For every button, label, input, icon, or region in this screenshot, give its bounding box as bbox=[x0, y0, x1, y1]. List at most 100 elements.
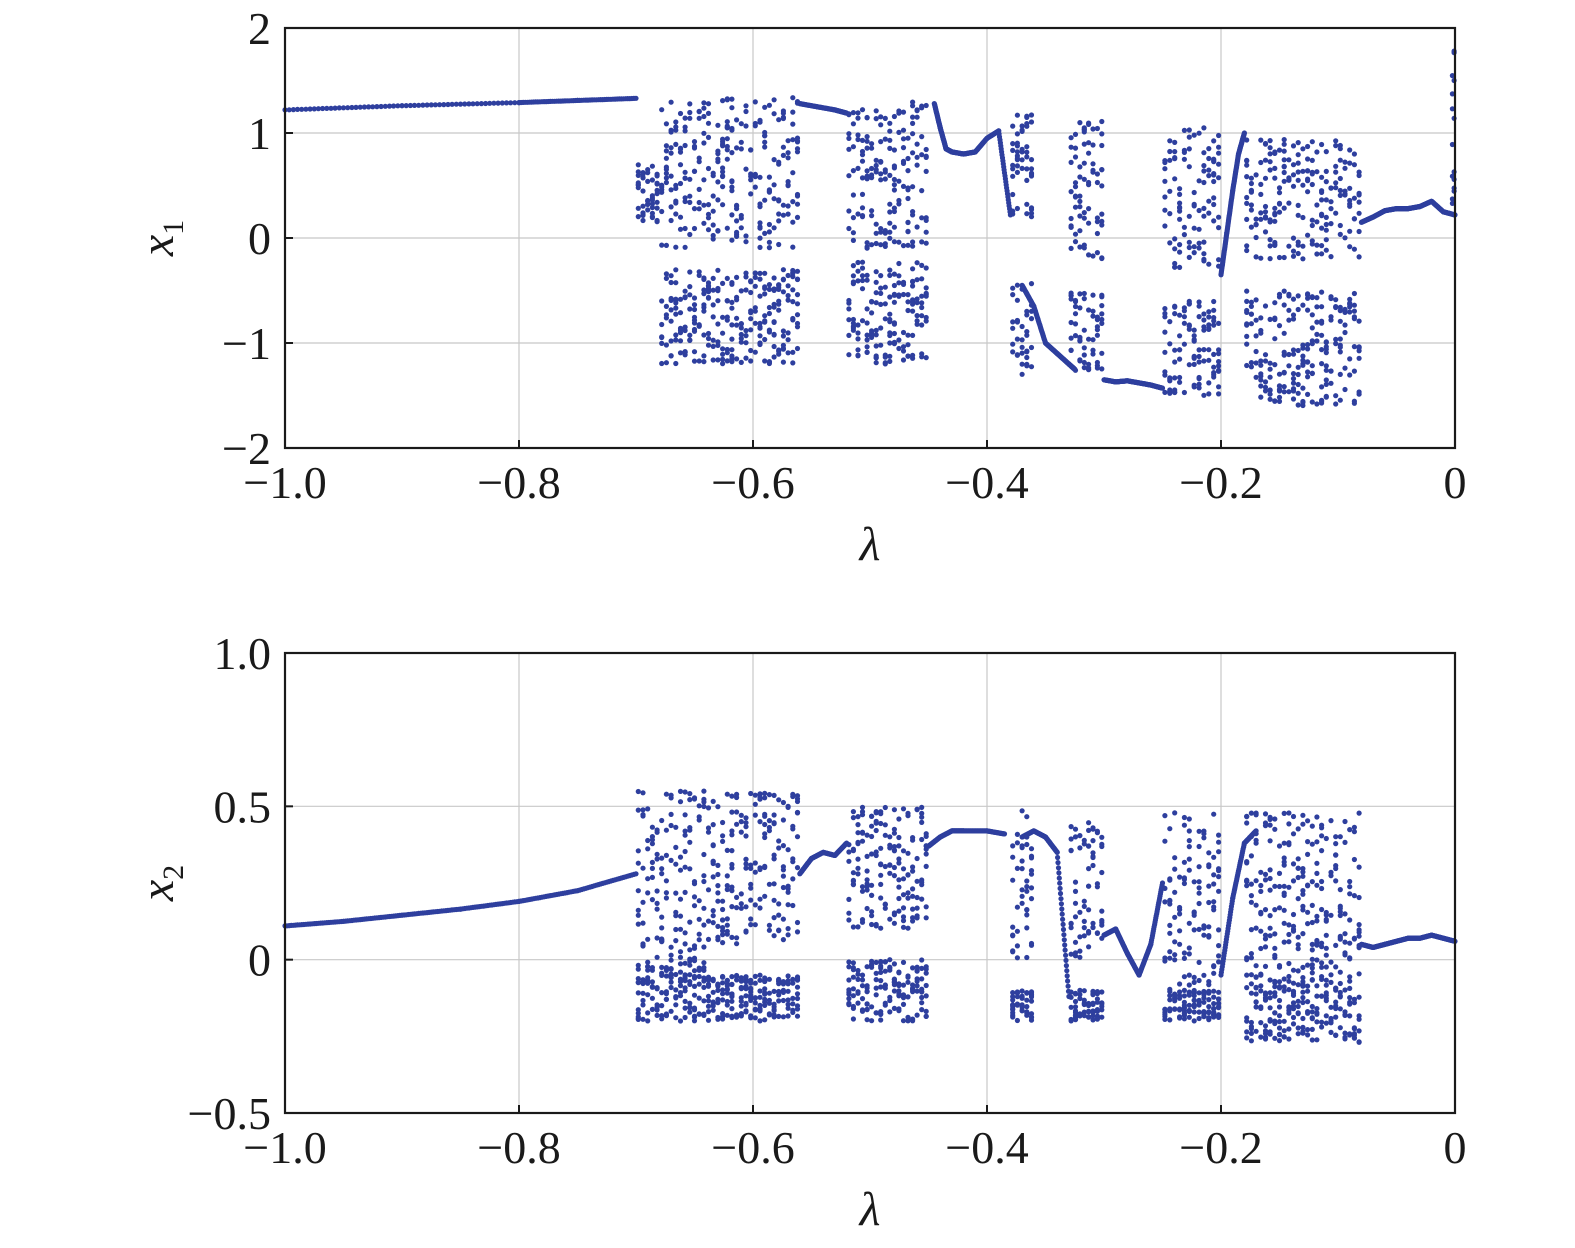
data-point bbox=[659, 182, 665, 188]
data-point bbox=[757, 333, 763, 339]
data-point bbox=[677, 949, 684, 955]
data-point bbox=[859, 888, 866, 894]
data-point bbox=[905, 332, 911, 338]
data-point bbox=[757, 341, 763, 348]
data-point bbox=[910, 308, 916, 314]
data-point bbox=[887, 294, 893, 300]
data-point bbox=[850, 960, 857, 966]
data-point bbox=[919, 986, 925, 992]
data-point bbox=[659, 340, 665, 346]
data-point bbox=[869, 172, 875, 178]
data-point bbox=[891, 187, 898, 193]
data-point bbox=[762, 795, 768, 801]
data-point bbox=[1196, 245, 1202, 251]
data-point bbox=[846, 1001, 852, 1007]
data-point bbox=[780, 916, 787, 922]
data-point bbox=[887, 862, 893, 868]
data-point bbox=[785, 926, 791, 932]
data-point bbox=[752, 120, 758, 127]
data-point bbox=[891, 282, 898, 289]
data-point bbox=[790, 287, 796, 293]
data-point bbox=[729, 353, 735, 359]
data-point bbox=[1186, 362, 1192, 368]
data-point bbox=[353, 104, 359, 110]
data-point bbox=[887, 916, 893, 922]
data-point bbox=[859, 191, 866, 197]
data-point bbox=[776, 307, 782, 313]
data-point bbox=[1323, 221, 1329, 228]
data-point bbox=[1281, 330, 1287, 336]
data-point bbox=[919, 1000, 925, 1006]
data-point bbox=[762, 999, 768, 1005]
data-point bbox=[1019, 858, 1025, 864]
data-point bbox=[640, 211, 646, 217]
data-point bbox=[663, 121, 670, 127]
data-point bbox=[878, 242, 884, 248]
data-point bbox=[855, 322, 861, 328]
data-point bbox=[905, 872, 911, 878]
data-point bbox=[855, 211, 861, 217]
data-point bbox=[654, 1002, 660, 1008]
data-point bbox=[910, 301, 916, 307]
data-point bbox=[729, 127, 735, 133]
data-point bbox=[340, 105, 347, 111]
data-point bbox=[696, 995, 702, 1001]
data-point bbox=[1295, 306, 1301, 313]
data-point bbox=[1342, 159, 1348, 165]
data-point bbox=[1248, 360, 1254, 366]
data-point bbox=[780, 864, 787, 870]
data-point bbox=[878, 159, 884, 165]
data-point bbox=[1094, 881, 1100, 887]
data-point bbox=[705, 134, 712, 140]
data-point bbox=[682, 832, 688, 838]
data-point bbox=[910, 886, 916, 892]
data-point bbox=[1196, 226, 1202, 232]
data-point bbox=[1267, 366, 1273, 372]
data-point bbox=[710, 302, 716, 308]
data-point bbox=[794, 865, 801, 871]
y-axis-label-x1: x1 bbox=[131, 220, 190, 257]
data-point bbox=[919, 188, 925, 194]
data-point bbox=[1267, 145, 1273, 151]
data-point bbox=[663, 991, 670, 997]
data-point bbox=[696, 115, 702, 121]
data-point bbox=[869, 310, 875, 316]
data-point bbox=[1244, 200, 1250, 206]
data-point bbox=[1295, 177, 1301, 183]
data-point bbox=[1290, 347, 1297, 353]
data-point bbox=[766, 824, 773, 831]
data-point bbox=[923, 154, 929, 160]
data-point bbox=[729, 96, 735, 102]
data-point bbox=[696, 159, 702, 165]
data-point bbox=[1300, 243, 1306, 249]
data-point bbox=[1258, 191, 1264, 197]
data-point bbox=[1167, 188, 1173, 194]
data-point bbox=[1099, 1001, 1105, 1007]
data-point bbox=[1172, 246, 1178, 252]
data-point bbox=[762, 104, 768, 110]
data-point bbox=[891, 912, 898, 918]
data-point bbox=[1099, 255, 1105, 261]
data-point bbox=[855, 822, 861, 828]
data-point bbox=[1056, 870, 1062, 876]
data-point bbox=[794, 1013, 801, 1019]
data-point bbox=[668, 129, 674, 135]
data-point bbox=[864, 240, 870, 246]
data-point bbox=[1019, 128, 1025, 134]
data-point bbox=[846, 317, 852, 323]
data-point bbox=[873, 290, 879, 296]
data-point bbox=[663, 312, 670, 318]
data-point bbox=[696, 937, 702, 943]
data-point bbox=[1024, 884, 1030, 890]
data-point bbox=[701, 105, 707, 111]
data-point bbox=[905, 299, 911, 305]
data-point bbox=[673, 280, 679, 286]
data-point bbox=[724, 1012, 730, 1018]
data-point bbox=[1328, 254, 1334, 260]
data-point bbox=[391, 103, 397, 109]
data-point bbox=[1253, 254, 1259, 260]
data-point bbox=[780, 1014, 787, 1020]
data-point bbox=[677, 226, 684, 232]
data-point bbox=[864, 138, 870, 144]
data-point bbox=[1055, 865, 1062, 871]
